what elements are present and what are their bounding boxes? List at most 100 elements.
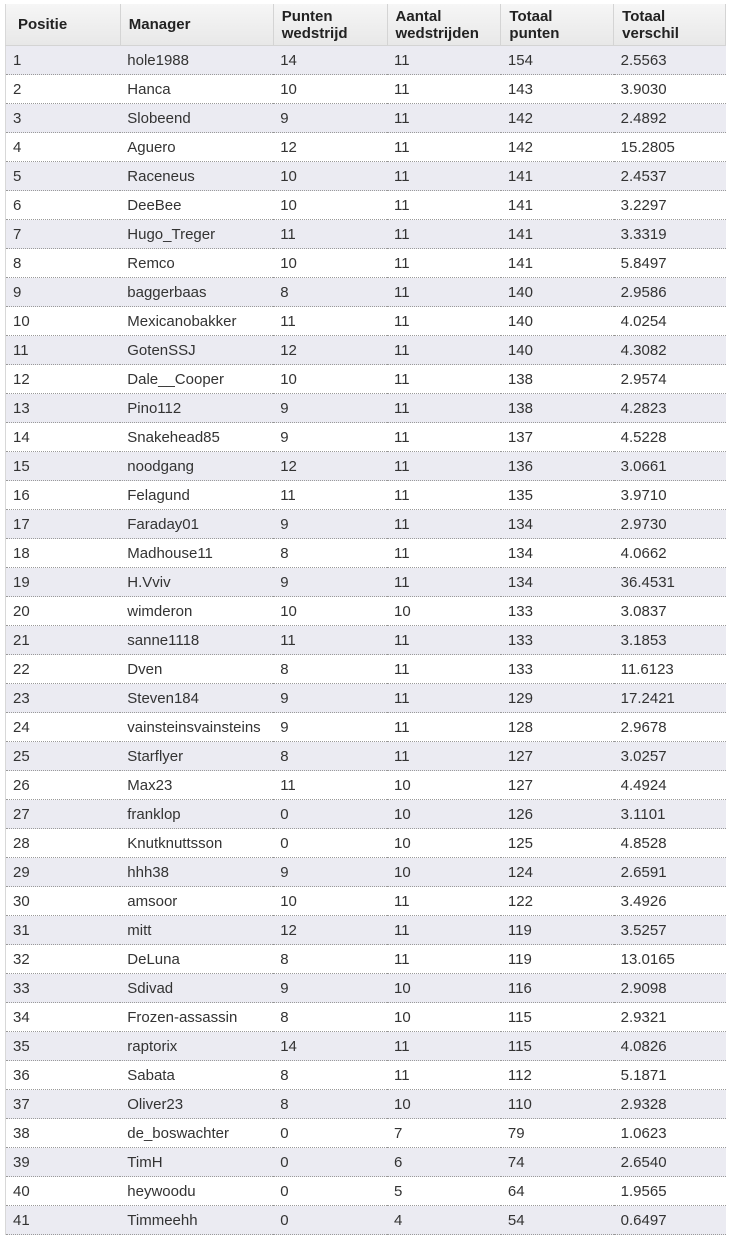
cell-total-points: 115 xyxy=(500,1031,614,1061)
cell-total-points: 129 xyxy=(500,683,614,713)
cell-total-points: 74 xyxy=(500,1147,614,1177)
cell-match-points: 0 xyxy=(273,1118,388,1148)
table-row: 27 franklop 0 10 126 3.1101 xyxy=(5,799,726,829)
cell-manager: Timmeehh xyxy=(120,1205,274,1235)
table-row: 39 TimH 0 6 74 2.6540 xyxy=(5,1147,726,1177)
column-header-matches-played[interactable]: Aantal wedstrijden xyxy=(387,4,502,46)
cell-position: 24 xyxy=(5,712,121,742)
cell-manager: Dven xyxy=(120,654,274,684)
cell-match-points: 10 xyxy=(273,248,388,278)
cell-match-points: 9 xyxy=(273,393,388,423)
column-header-total-difference[interactable]: Totaal verschil xyxy=(613,4,726,46)
cell-position: 25 xyxy=(5,741,121,771)
cell-total-difference: 2.9328 xyxy=(613,1089,726,1119)
cell-matches-played: 10 xyxy=(387,973,501,1003)
cell-matches-played: 11 xyxy=(387,219,501,249)
cell-position: 10 xyxy=(5,306,121,336)
cell-total-points: 79 xyxy=(500,1118,614,1148)
cell-manager: DeLuna xyxy=(120,944,274,974)
cell-manager: mitt xyxy=(120,915,274,945)
cell-total-points: 138 xyxy=(500,364,614,394)
cell-position: 8 xyxy=(5,248,121,278)
cell-total-difference: 2.9574 xyxy=(613,364,726,394)
column-header-match-points[interactable]: Punten wedstrijd xyxy=(273,4,388,46)
cell-match-points: 10 xyxy=(273,886,388,916)
cell-total-points: 135 xyxy=(500,480,614,510)
cell-manager: Madhouse11 xyxy=(120,538,274,568)
table-row: 8 Remco 10 11 141 5.8497 xyxy=(5,248,726,278)
cell-manager: Felagund xyxy=(120,480,274,510)
cell-match-points: 10 xyxy=(273,364,388,394)
cell-matches-played: 11 xyxy=(387,45,501,75)
column-header-manager[interactable]: Manager xyxy=(120,4,274,46)
cell-total-points: 134 xyxy=(500,538,614,568)
cell-match-points: 10 xyxy=(273,161,388,191)
cell-match-points: 8 xyxy=(273,538,388,568)
cell-total-difference: 3.4926 xyxy=(613,886,726,916)
cell-total-difference: 4.0254 xyxy=(613,306,726,336)
cell-total-points: 140 xyxy=(500,306,614,336)
cell-total-difference: 3.3319 xyxy=(613,219,726,249)
cell-total-difference: 4.5228 xyxy=(613,422,726,452)
cell-total-points: 142 xyxy=(500,103,614,133)
cell-total-points: 119 xyxy=(500,915,614,945)
cell-manager: TimH xyxy=(120,1147,274,1177)
table-row: 29 hhh38 9 10 124 2.6591 xyxy=(5,857,726,887)
table-row: 20 wimderon 10 10 133 3.0837 xyxy=(5,596,726,626)
cell-total-points: 116 xyxy=(500,973,614,1003)
table-row: 21 sanne1118 11 11 133 3.1853 xyxy=(5,625,726,655)
header-label: Aantal xyxy=(395,7,442,25)
cell-match-points: 9 xyxy=(273,567,388,597)
cell-matches-played: 11 xyxy=(387,625,501,655)
cell-position: 2 xyxy=(5,74,121,104)
cell-manager: Mexicanobakker xyxy=(120,306,274,336)
cell-position: 41 xyxy=(5,1205,121,1235)
cell-manager: heywoodu xyxy=(120,1176,274,1206)
cell-total-difference: 1.0623 xyxy=(613,1118,726,1148)
cell-matches-played: 11 xyxy=(387,277,501,307)
table-row: 28 Knutknuttsson 0 10 125 4.8528 xyxy=(5,828,726,858)
table-row: 5 Raceneus 10 11 141 2.4537 xyxy=(5,161,726,191)
column-header-total-points[interactable]: Totaal punten xyxy=(500,4,615,46)
cell-manager: wimderon xyxy=(120,596,274,626)
cell-manager: amsoor xyxy=(120,886,274,916)
cell-matches-played: 11 xyxy=(387,248,501,278)
cell-position: 11 xyxy=(5,335,121,365)
cell-manager: Knutknuttsson xyxy=(120,828,274,858)
cell-matches-played: 11 xyxy=(387,683,501,713)
cell-manager: de_boswachter xyxy=(120,1118,274,1148)
cell-position: 27 xyxy=(5,799,121,829)
cell-total-difference: 2.6540 xyxy=(613,1147,726,1177)
cell-total-points: 133 xyxy=(500,654,614,684)
column-header-position[interactable]: Positie xyxy=(5,4,121,46)
cell-total-points: 110 xyxy=(500,1089,614,1119)
cell-manager: Dale__Cooper xyxy=(120,364,274,394)
table-row: 25 Starflyer 8 11 127 3.0257 xyxy=(5,741,726,771)
cell-matches-played: 11 xyxy=(387,654,501,684)
table-row: 32 DeLuna 8 11 119 13.0165 xyxy=(5,944,726,974)
table-row: 26 Max23 11 10 127 4.4924 xyxy=(5,770,726,800)
cell-position: 19 xyxy=(5,567,121,597)
cell-position: 5 xyxy=(5,161,121,191)
cell-position: 20 xyxy=(5,596,121,626)
table-row: 37 Oliver23 8 10 110 2.9328 xyxy=(5,1089,726,1119)
cell-total-difference: 3.1853 xyxy=(613,625,726,655)
cell-manager: GotenSSJ xyxy=(120,335,274,365)
header-label: wedstrijden xyxy=(395,24,479,42)
cell-manager: Hanca xyxy=(120,74,274,104)
cell-matches-played: 11 xyxy=(387,712,501,742)
cell-total-difference: 11.6123 xyxy=(613,654,726,684)
cell-total-difference: 2.6591 xyxy=(613,857,726,887)
table-row: 6 DeeBee 10 11 141 3.2297 xyxy=(5,190,726,220)
header-label: Manager xyxy=(128,16,191,33)
cell-matches-played: 11 xyxy=(387,190,501,220)
table-row: 18 Madhouse11 8 11 134 4.0662 xyxy=(5,538,726,568)
header-label: Positie xyxy=(18,16,68,33)
cell-position: 37 xyxy=(5,1089,121,1119)
cell-manager: Oliver23 xyxy=(120,1089,274,1119)
header-label: wedstrijd xyxy=(281,24,348,42)
cell-manager: Starflyer xyxy=(120,741,274,771)
cell-manager: Max23 xyxy=(120,770,274,800)
cell-total-difference: 2.9098 xyxy=(613,973,726,1003)
cell-total-difference: 15.2805 xyxy=(613,132,726,162)
